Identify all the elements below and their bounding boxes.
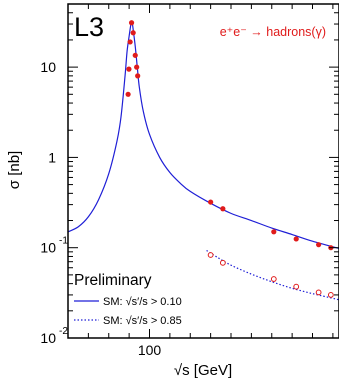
y-tick-label-1: 1 — [48, 149, 56, 165]
data-point-filled-6 — [134, 64, 140, 70]
data-point-filled-0 — [125, 91, 131, 97]
y-tick-exponent-3: -2 — [59, 326, 68, 337]
data-point-open-3 — [293, 283, 300, 290]
series-layer — [68, 20, 339, 301]
data-point-filled-7 — [135, 73, 141, 79]
data-point-filled-4 — [130, 30, 136, 36]
data-point-open-5 — [327, 292, 334, 298]
legend: SM: √s′/s > 0.10 SM: √s′/s > 0.85 — [74, 296, 182, 327]
data-point-open-4 — [315, 289, 322, 296]
data-point-filled-3 — [128, 20, 135, 26]
series-line-1 — [206, 250, 339, 301]
y-axis-label: σ [nb] — [6, 151, 23, 189]
data-point-open-2 — [270, 276, 277, 282]
y-tick-label-0: 10 — [40, 59, 56, 75]
process-label: e⁺e⁻ → hadrons(γ) — [220, 25, 326, 39]
legend-label-solid: SM: √s′/s > 0.10 — [103, 296, 182, 308]
y-tick-label-2: 10 — [40, 240, 56, 256]
y-tick-label-3: 10 — [40, 330, 56, 346]
data-point-open-1 — [219, 259, 226, 266]
data-point-filled-9 — [220, 206, 226, 212]
experiment-label: L3 — [74, 12, 104, 42]
data-point-filled-12 — [316, 242, 322, 248]
data-point-open-0 — [207, 252, 214, 258]
data-point-filled-2 — [127, 39, 133, 45]
data-point-filled-11 — [293, 236, 299, 242]
status-label: Preliminary — [74, 272, 152, 289]
data-point-filled-8 — [208, 199, 214, 205]
x-tick-label-100: 100 — [138, 342, 162, 358]
x-axis-label: √s [GeV] — [174, 362, 232, 379]
series-line-0 — [68, 20, 339, 250]
legend-label-dotted: SM: √s′/s > 0.85 — [103, 315, 182, 327]
data-point-filled-10 — [271, 229, 277, 235]
data-point-filled-5 — [132, 52, 138, 58]
data-point-filled-1 — [126, 66, 132, 72]
y-tick-exponent-2: -1 — [59, 236, 68, 247]
